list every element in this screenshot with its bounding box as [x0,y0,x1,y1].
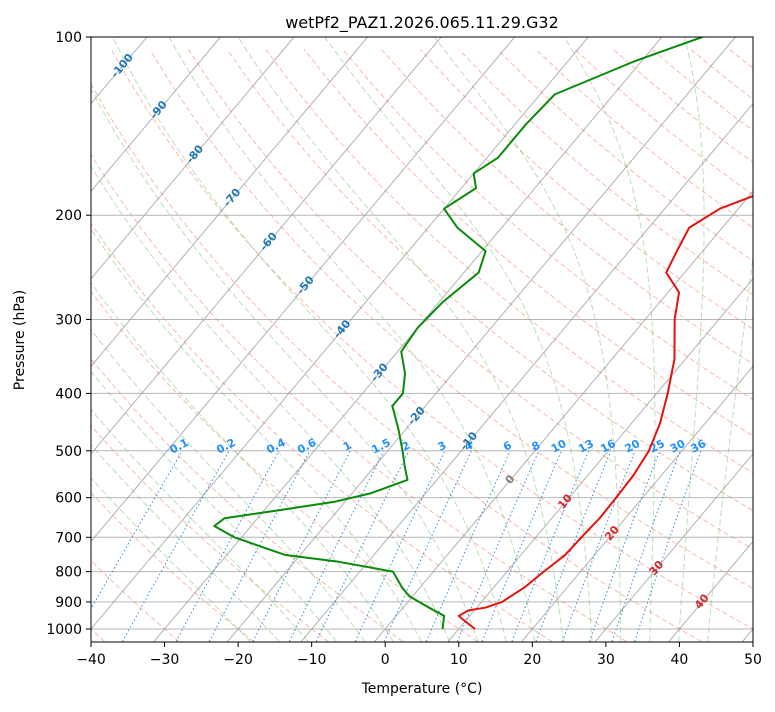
x-tick-label: 50 [744,652,762,668]
isotherm-line [227,37,736,642]
isotherm-line [374,190,753,642]
mixing-ratio-line [562,450,636,642]
moist-adiabat-line [237,37,564,642]
y-axis-label: Pressure (hPa) [12,290,28,390]
chart-title: wetPf2_PAZ1.2026.065.11.29.G32 [285,13,559,33]
isotherm-line [447,277,753,642]
moist-adiabat-line [91,408,309,642]
x-tick-label: −20 [223,652,253,668]
moist-adiabats [91,37,753,642]
dry-adiabat-line [265,49,753,474]
isotherm-line [153,37,663,642]
y-tick-label: 200 [55,208,82,224]
moist-adiabat-line [91,282,394,642]
y-tick-label: 800 [55,565,82,581]
isotherm-line [91,37,589,630]
plot-area: 0.1 0.2 0.4 0.6 1 1.5 2 3 4 6 8 10 13 16 20 25 30 36-100-… [91,37,753,642]
temperature-profile-line [457,195,753,630]
dry-adiabat-line [91,424,329,642]
x-tick-label: 10 [450,652,468,668]
mixing-ratio-label: 13 [576,437,596,456]
x-axis-label: Temperature (°C) [361,681,483,697]
isotherm-line [91,37,221,192]
mixing-ratio-line [288,450,385,642]
mixing-ratio-line [511,450,590,642]
isotherm-line [521,365,753,642]
mixing-ratio-line [122,450,230,642]
mixing-ratio-label: 30 [668,437,688,456]
moist-adiabat-line [91,370,337,642]
y-tick-label: 400 [55,386,82,402]
mixing-ratio-label: 10 [549,437,569,456]
y-tick-label: 500 [55,444,82,460]
moist-adiabat-line [678,37,705,642]
y-tick-label: 700 [55,530,82,546]
moist-adiabat-line [91,228,422,642]
moist-adiabat-line [91,443,280,642]
x-tick-label: −30 [150,652,180,668]
isotherm-line [594,453,753,642]
isotherm-line [91,37,368,368]
isotherm-line [91,37,516,543]
mixing-ratio-label: 16 [598,437,618,456]
y-tick-label: 600 [55,491,82,507]
x-tick-label: −40 [76,652,106,668]
mixing-ratio-line [611,450,681,642]
moist-adiabat-line [324,37,593,642]
moist-adiabat-line [433,37,622,642]
mixing-ratio-line [481,450,562,642]
mixing-ratio-line [252,450,351,642]
moist-adiabat-line [563,37,656,642]
dry-adiabat-line [188,49,753,550]
x-tick-label: 40 [671,652,689,668]
moist-adiabat-line [91,87,479,642]
axes: −40 −30 −20 −10 0 10 20 30 40 50 100 200 300 400 500 60… [46,30,762,668]
moist-adiabat-line [707,253,753,642]
moist-adiabat-line [91,165,451,642]
mixing-ratio-line [589,450,661,642]
dry-adiabat-line [91,222,553,642]
dry-adiabat-line [91,492,255,642]
y-tick-label: 1000 [46,622,82,638]
mixing-ratio-line [634,450,702,642]
mixing-ratio-label: 36 [689,437,709,456]
plot-frame [90,36,754,643]
x-tick-label: 0 [381,652,390,668]
moist-adiabat-line [112,37,507,642]
mixing-ratio-line [208,450,311,642]
mixing-ratio-line [175,450,280,642]
x-tick-label: −10 [297,652,327,668]
dewpoint-profile-line [213,37,703,630]
isotherm-line [91,37,295,280]
dry-adiabat-line [342,49,753,401]
isobars [91,37,753,630]
x-tick-label: 30 [597,652,615,668]
moist-adiabat-line [91,477,251,642]
isotherm-line [91,37,442,455]
y-tick-label: 100 [55,30,82,46]
mixing-ratio-line [425,450,511,642]
mixing-ratio-line [535,450,612,642]
dry-adiabat-line [149,49,753,590]
x-tick-label: 20 [523,652,541,668]
dry-adiabat-line [226,49,753,512]
mixing-ratio-label: 20 [623,437,643,456]
y-tick-label: 900 [55,595,82,611]
mixing-ratio-lines [91,450,702,642]
y-tick-label: 300 [55,312,82,328]
mixing-ratio-line [456,450,540,642]
isotherm-line [300,102,753,642]
dry-adiabat-line [458,49,753,296]
isotherms [91,37,753,642]
